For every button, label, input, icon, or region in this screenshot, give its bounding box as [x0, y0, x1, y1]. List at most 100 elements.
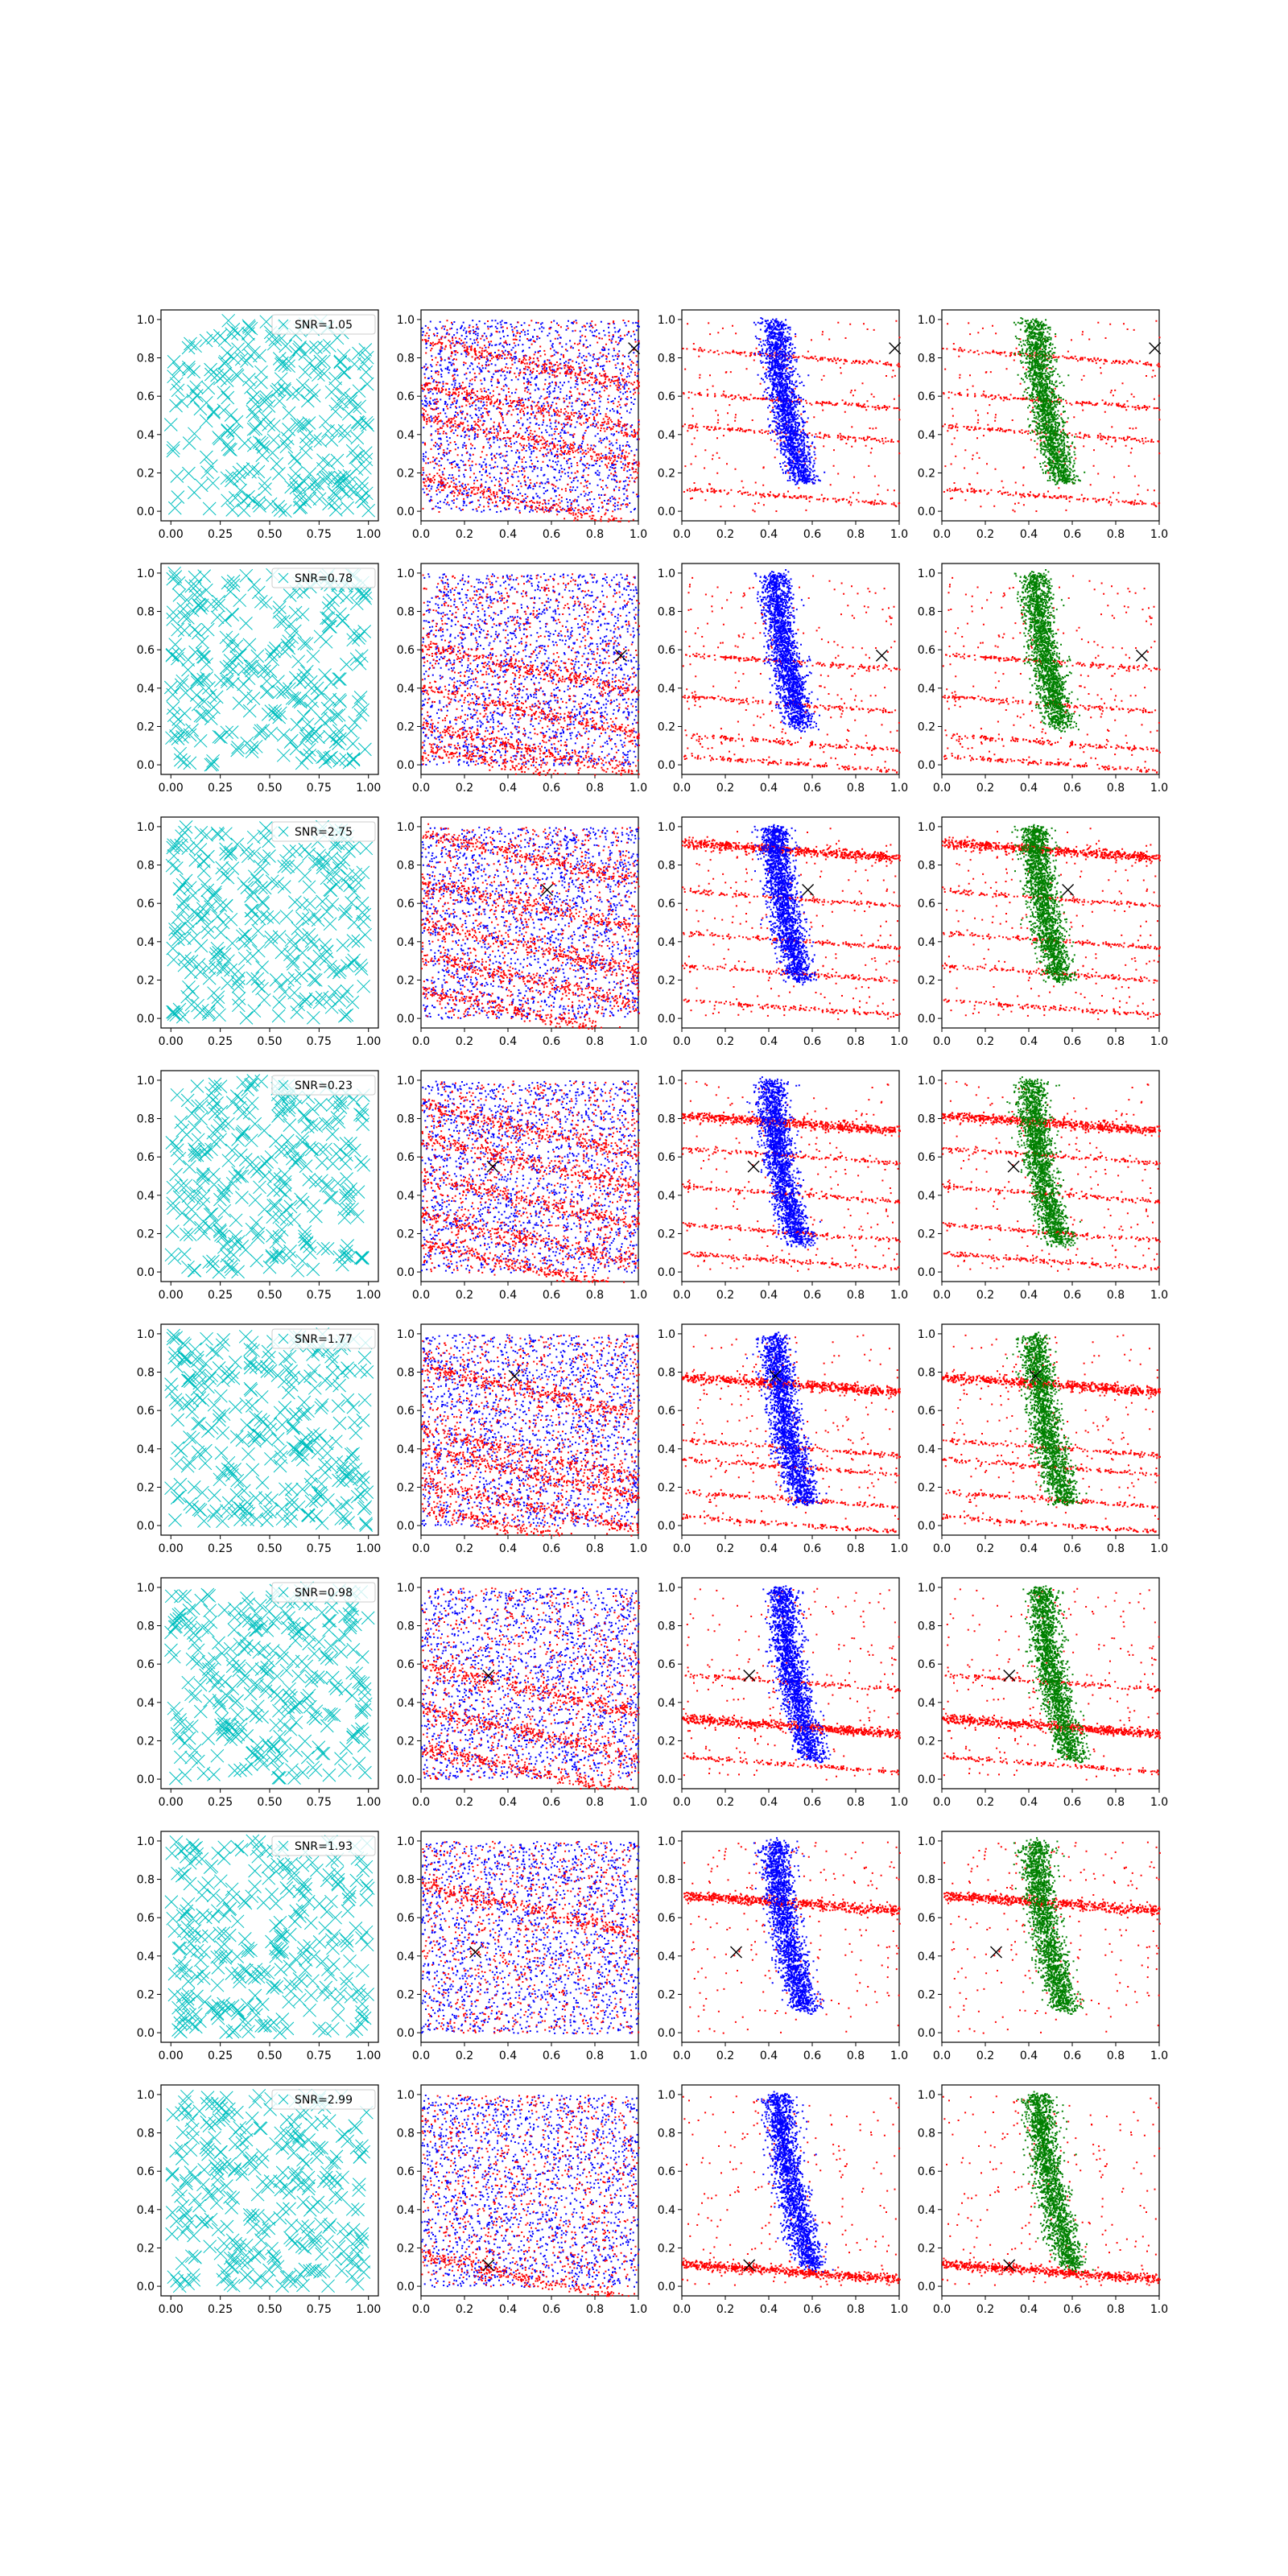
x-tick-label: 0.00 [159, 2050, 184, 2062]
y-tick-label: 0.4 [137, 1443, 155, 1456]
y-tick-label: 0.4 [658, 683, 675, 696]
y-tick-label: 1.0 [137, 1582, 155, 1595]
subplot-cross-row-1: 0.00 0.25 0.50 0.75 1.00 0.0 0.2 0.4 0.6 0.8 1.0 SN… [137, 309, 381, 541]
x-tick-label: 0.6 [803, 1542, 821, 1555]
y-tick-label: 0.8 [658, 1113, 675, 1126]
green-curve-points [1022, 1585, 1092, 1764]
x-tick-label: 0.75 [307, 782, 332, 795]
x-tick-label: 0.2 [716, 528, 734, 541]
y-tick-label: 0.4 [918, 429, 935, 442]
x-marker [1149, 342, 1162, 355]
subplot-cross-row-5: 0.00 0.25 0.50 0.75 1.00 0.0 0.2 0.4 0.6 0.8 1.0 SN… [137, 1323, 381, 1555]
x-tick-label: 0.6 [543, 528, 560, 541]
y-tick-label: 1.0 [658, 1075, 675, 1088]
y-tick-label: 0.0 [918, 2281, 935, 2293]
x-tick-label: 0.6 [543, 782, 560, 795]
x-marker [1135, 649, 1148, 662]
x-tick-label: 0.6 [1063, 782, 1081, 795]
x-tick-label: 0.2 [716, 1289, 734, 1302]
x-marker [730, 1946, 742, 1959]
y-tick-label: 0.8 [397, 353, 415, 365]
x-tick-label: 0.8 [586, 782, 604, 795]
x-tick-label: 0.50 [257, 2050, 282, 2062]
green-curve-points [1006, 1076, 1081, 1249]
y-tick-label: 1.0 [397, 821, 415, 834]
x-tick-label: 0.8 [1107, 1035, 1125, 1048]
y-tick-label: 0.8 [397, 1874, 415, 1887]
y-tick-label: 0.0 [918, 2027, 935, 2040]
y-tick-label: 0.8 [658, 2128, 675, 2140]
x-tick-label: 0.00 [159, 528, 184, 541]
blue-curve-points [757, 2091, 834, 2273]
y-tick-label: 0.6 [658, 1405, 675, 1418]
x-tick-label: 0.8 [586, 2050, 604, 2062]
y-tick-label: 0.2 [137, 1481, 155, 1494]
plot-frame [681, 816, 900, 1029]
y-tick-label: 0.8 [137, 2128, 155, 2140]
y-tick-label: 0.8 [918, 1367, 935, 1380]
x-tick-label: 0.8 [847, 2050, 865, 2062]
y-tick-label: 0.6 [397, 1405, 415, 1418]
x-tick-label: 0.2 [456, 1796, 473, 1809]
y-tick-label: 0.6 [918, 1658, 935, 1671]
plot-frame [941, 1323, 1160, 1536]
plot-frame [681, 1831, 900, 2043]
x-tick-label: 0.00 [159, 782, 184, 795]
y-tick-label: 0.4 [658, 1951, 675, 1963]
red-points [421, 1587, 640, 1781]
subplot-mixed-row-4: 0.0 0.2 0.4 0.6 0.8 1.0 0.0 0.2 0.4 0.6 0.8 1.0 [397, 1070, 647, 1302]
plot-frame [160, 309, 379, 522]
subplot-green-row-4: 0.0 0.2 0.4 0.6 0.8 1.0 0.0 0.2 0.4 0.6 0.8 1.0 [918, 1070, 1168, 1302]
x-tick-label: 1.0 [630, 1542, 647, 1555]
legend-box [271, 1835, 376, 1856]
y-tick-label: 0.2 [658, 2242, 675, 2255]
x-tick-label: 0.2 [456, 2050, 473, 2062]
x-marker [889, 342, 902, 355]
y-tick-label: 0.2 [658, 974, 675, 987]
x-tick-label: 0.8 [1107, 528, 1125, 541]
subplot-green-row-5: 0.0 0.2 0.4 0.6 0.8 1.0 0.0 0.2 0.4 0.6 0.8 1.0 [918, 1323, 1168, 1555]
x-tick-label: 1.0 [630, 1796, 647, 1809]
y-tick-label: 0.8 [397, 2128, 415, 2140]
x-tick-label: 0.0 [673, 1796, 691, 1809]
subplot-green-row-7: 0.0 0.2 0.4 0.6 0.8 1.0 0.0 0.2 0.4 0.6 0.8 1.0 [918, 1831, 1168, 2062]
x-tick-label: 1.00 [356, 528, 381, 541]
x-tick-label: 0.8 [1107, 1542, 1125, 1555]
y-tick-label: 0.2 [658, 1988, 675, 2001]
red-stripe-points [421, 1357, 640, 1537]
x-tick-label: 1.00 [356, 2303, 381, 2316]
blue-curve-points [762, 1585, 832, 1764]
y-tick-label: 0.2 [397, 1228, 415, 1241]
x-tick-label: 0.6 [803, 1796, 821, 1809]
x-tick-label: 1.00 [356, 2050, 381, 2062]
blue-points [421, 1840, 640, 2035]
y-tick-label: 1.0 [137, 821, 155, 834]
x-tick-label: 0.2 [716, 2303, 734, 2316]
y-tick-label: 0.4 [397, 2204, 415, 2217]
x-marker [743, 2259, 756, 2272]
legend-box [271, 568, 376, 588]
plot-frame [941, 309, 1160, 522]
x-tick-label: 0.2 [456, 528, 473, 541]
y-tick-label: 0.0 [137, 1013, 155, 1026]
x-tick-label: 0.0 [673, 2303, 691, 2316]
legend-label: SNR=2.75 [295, 826, 353, 839]
y-tick-label: 0.8 [918, 353, 935, 365]
green-curve-points [1013, 569, 1080, 733]
y-tick-label: 0.8 [137, 1874, 155, 1887]
x-tick-label: 0.4 [760, 1289, 778, 1302]
subplot-green-row-3: 0.0 0.2 0.4 0.6 0.8 1.0 0.0 0.2 0.4 0.6 0.8 1.0 [918, 816, 1168, 1048]
x-tick-label: 0.2 [716, 782, 734, 795]
y-tick-label: 0.4 [658, 2204, 675, 2217]
y-tick-label: 0.2 [658, 720, 675, 733]
y-tick-label: 0.0 [918, 1520, 935, 1533]
y-tick-label: 0.8 [397, 1367, 415, 1380]
y-tick-label: 0.2 [918, 467, 935, 480]
legend-box [271, 1328, 376, 1349]
y-tick-label: 0.8 [397, 606, 415, 619]
x-marker [1062, 884, 1075, 897]
y-tick-label: 0.6 [658, 644, 675, 657]
plot-frame [420, 1577, 639, 1790]
y-tick-label: 0.4 [137, 683, 155, 696]
x-tick-label: 0.0 [933, 1289, 951, 1302]
